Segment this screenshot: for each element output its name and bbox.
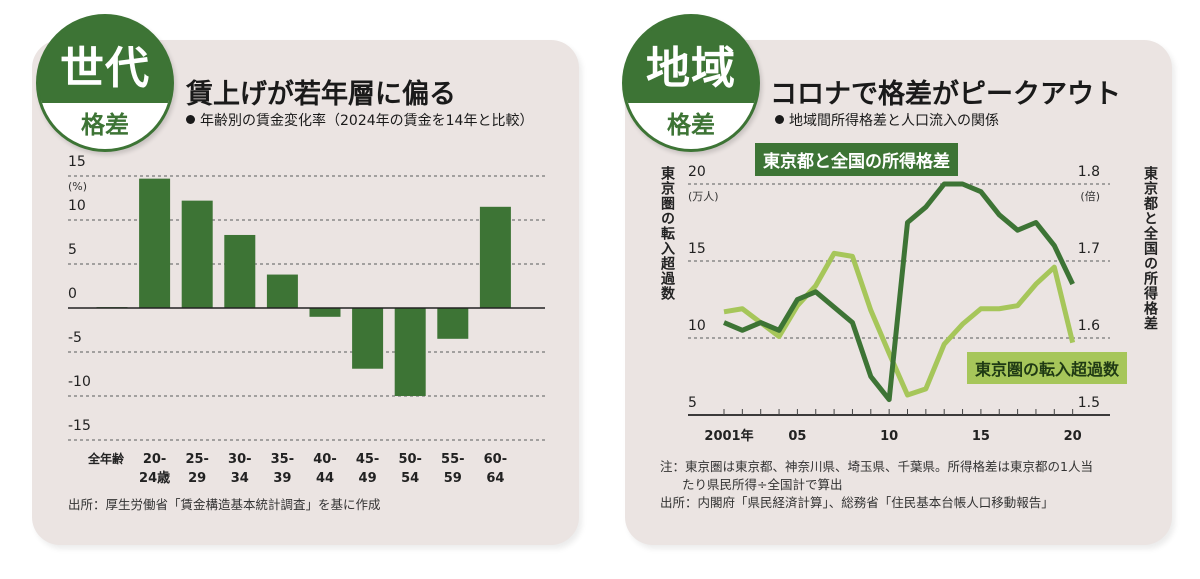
bullet-icon: [186, 115, 195, 124]
x-tick-label: 59: [444, 471, 462, 486]
y-tick-label: -10: [68, 374, 91, 390]
subtitle-text: 年齢別の賃金変化率（2024年の賃金を14年と比較）: [200, 113, 534, 129]
x-tick-label: 40-: [313, 452, 337, 467]
badge-bottom-text: 格差: [39, 100, 171, 149]
right-tick-label: 1.8: [1078, 164, 1100, 180]
bar: [309, 308, 341, 317]
x-tick-label: 15: [972, 429, 990, 444]
x-tick-label: 60-: [484, 452, 508, 467]
x-tick-label: 49: [359, 471, 377, 486]
legend-income-gap: 東京都と全国の所得格差: [755, 143, 958, 176]
x-tick-label: 10: [880, 429, 898, 444]
badge-regional: 地域 格差: [622, 14, 760, 152]
source-note: 出所：厚生労働省「賃金構造基本統計調査」を基に作成: [68, 497, 381, 512]
y-tick-label: 15: [68, 154, 86, 170]
x-tick-label: 2001年: [704, 428, 753, 444]
x-tick-label: 25-: [185, 452, 209, 467]
x-tick-label: 24歳: [139, 470, 170, 486]
x-tick-label: 全年齢: [87, 451, 125, 466]
x-tick-label: 44: [316, 471, 334, 486]
bar: [139, 178, 171, 308]
right-tick-label: 1.6: [1078, 318, 1100, 334]
left-tick-label: 15: [688, 241, 706, 257]
y-tick-label: 10: [68, 198, 86, 214]
badge-top-text: 世代: [60, 42, 150, 94]
badge-top-text: 地域: [646, 42, 736, 94]
bar: [479, 206, 511, 308]
x-tick-label: 39: [273, 471, 291, 486]
right-unit-label: (倍): [1080, 189, 1100, 203]
badge-generation: 世代 格差: [36, 14, 174, 152]
x-tick-label: 29: [188, 471, 206, 486]
x-tick-label: 55-: [441, 452, 465, 467]
x-tick-label: 50-: [398, 452, 422, 467]
chart-subtitle: 年齢別の賃金変化率（2024年の賃金を14年と比較）: [186, 110, 533, 130]
x-tick-label: 64: [486, 471, 504, 486]
unit-label: (%): [68, 180, 87, 193]
chart-subtitle: 地域間所得格差と人口流入の関係: [775, 110, 999, 130]
chart-title: コロナで格差がピークアウト: [770, 79, 1121, 110]
x-tick-label: 45-: [356, 452, 380, 467]
left-axis-label: 東京圏の転入超過数: [659, 166, 675, 301]
chart-title: 賃上げが若年層に偏る: [186, 79, 456, 110]
right-axis-label: 東京都と全国の所得格差: [1142, 166, 1158, 331]
x-tick-label: 30-: [228, 452, 252, 467]
bar: [224, 234, 256, 308]
bar: [394, 308, 426, 396]
right-tick-label: 1.7: [1078, 241, 1100, 257]
subtitle-text: 地域間所得格差と人口流入の関係: [789, 113, 999, 129]
left-tick-label: 5: [688, 395, 697, 411]
left-unit-label: (万人): [688, 190, 719, 203]
footnote-line2: たり県民所得÷全国計で算出: [682, 477, 843, 492]
y-tick-label: 5: [68, 242, 77, 258]
x-tick-label: 34: [231, 471, 249, 486]
bar: [181, 200, 213, 308]
y-tick-label: 0: [68, 286, 77, 302]
x-tick-label: 35-: [271, 452, 295, 467]
x-tick-label: 05: [788, 429, 806, 444]
left-tick-label: 10: [688, 318, 706, 334]
bar: [352, 308, 384, 369]
left-tick-label: 20: [688, 164, 706, 180]
right-tick-label: 1.5: [1078, 395, 1100, 411]
line-income-gap: [723, 181, 1075, 403]
source-note: 出所：内閣府「県民経済計算」、総務省「住民基本台帳人口移動報告」: [660, 495, 1054, 510]
y-tick-label: -15: [68, 418, 91, 434]
y-tick-label: -5: [68, 330, 82, 346]
x-tick-label: 20: [1064, 429, 1082, 444]
line-migration: [723, 250, 1076, 398]
bullet-icon: [775, 115, 784, 124]
badge-bottom-text: 格差: [625, 100, 757, 149]
footnote-line1: 注：東京圏は東京都、神奈川県、埼玉県、千葉県。所得格差は東京都の1人当: [660, 459, 1093, 474]
legend-migration: 東京圏の転入超過数: [967, 352, 1128, 384]
x-tick-label: 20-: [143, 452, 167, 467]
x-tick-label: 54: [401, 471, 419, 486]
bar: [437, 308, 469, 339]
bar: [266, 274, 298, 308]
